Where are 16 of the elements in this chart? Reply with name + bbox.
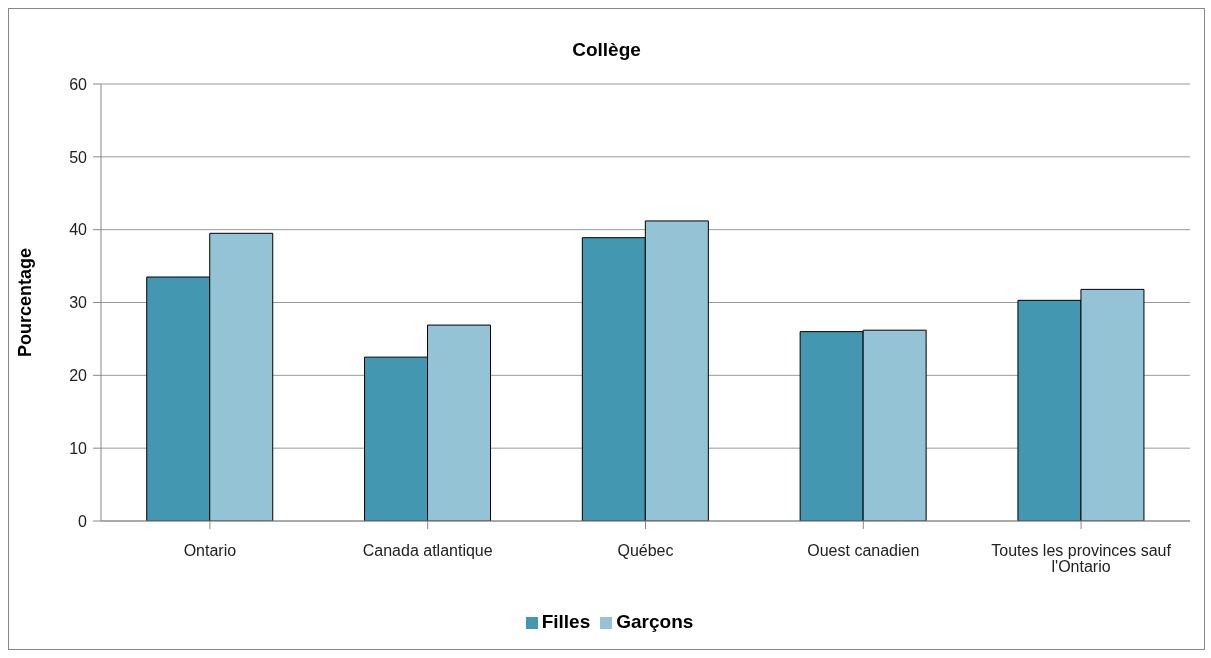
x-tick-label: Ouest canadien (807, 542, 920, 560)
legend-label: Filles (541, 611, 591, 632)
y-tick-label: 0 (78, 512, 88, 530)
y-tick-label: 30 (69, 294, 88, 312)
x-tick-label: Canada atlantique (362, 542, 493, 560)
x-tick-label: Ontario (183, 542, 237, 560)
chart-title: Collège (571, 39, 642, 61)
y-tick-label: 50 (69, 148, 88, 166)
y-tick-label: 20 (69, 367, 88, 385)
x-tick-label: Toutes les provinces sauf l'Ontario (991, 542, 1172, 576)
y-axis-title: Pourcentage (15, 247, 36, 358)
x-tick-label: Québec (617, 542, 674, 560)
legend-label: Garçons (616, 611, 694, 632)
y-tick-label: 60 (69, 75, 88, 93)
y-tick-label: 10 (69, 439, 88, 457)
y-tick-label: 40 (69, 221, 88, 239)
